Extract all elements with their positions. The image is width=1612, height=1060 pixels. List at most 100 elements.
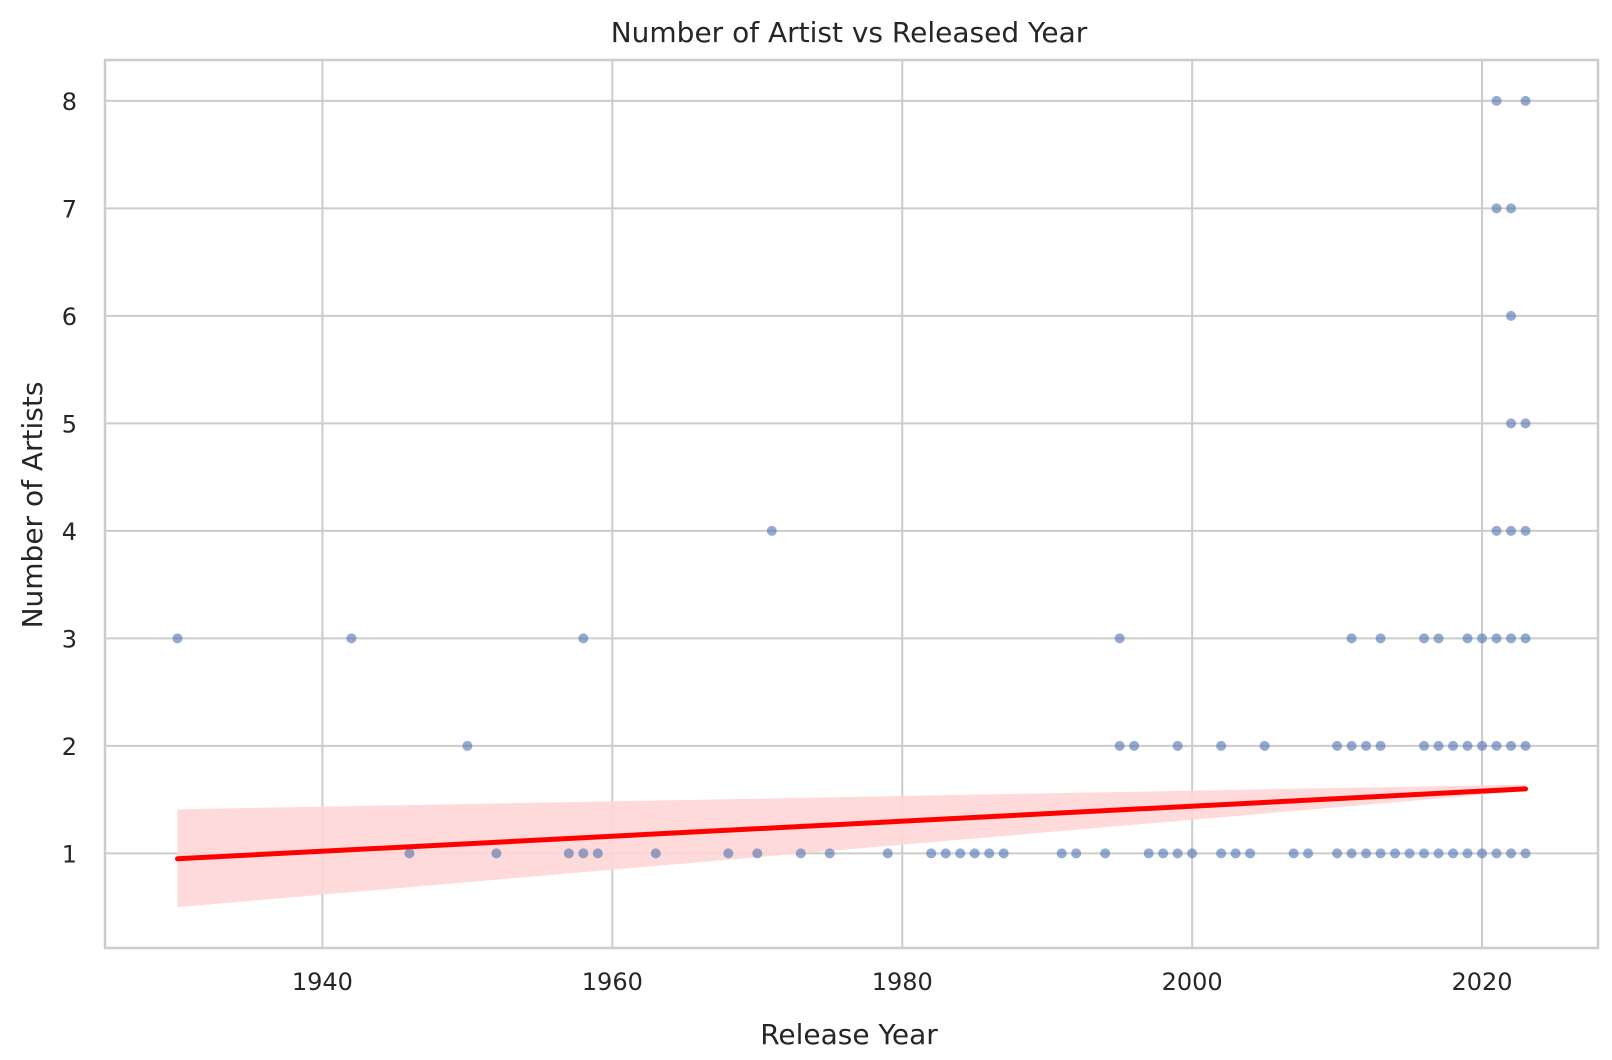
data-point [1491, 203, 1502, 214]
data-point [1332, 740, 1343, 751]
data-point [1419, 740, 1430, 751]
data-point [984, 848, 995, 859]
data-point [1216, 848, 1227, 859]
data-point [578, 848, 589, 859]
data-point [1477, 633, 1488, 644]
data-point [1477, 740, 1488, 751]
data-point [1477, 848, 1488, 859]
y-axis-label: Number of Artists [16, 382, 49, 629]
data-point [1419, 633, 1430, 644]
data-point [1506, 633, 1517, 644]
y-tick-label: 6 [62, 303, 77, 331]
data-point [592, 848, 603, 859]
data-point [1390, 848, 1401, 859]
data-point [491, 848, 502, 859]
data-point [1361, 848, 1372, 859]
data-point [940, 848, 951, 859]
data-point [1361, 740, 1372, 751]
data-point [650, 848, 661, 859]
data-point [1158, 848, 1169, 859]
data-point [1520, 418, 1531, 429]
y-tick-label: 5 [62, 410, 77, 438]
data-point [998, 848, 1009, 859]
data-point [1506, 525, 1517, 536]
data-point [1259, 740, 1270, 751]
data-point [1520, 848, 1531, 859]
confidence-band [177, 784, 1526, 908]
data-point [1506, 310, 1517, 321]
data-point [1491, 740, 1502, 751]
regression-line [174, 786, 1529, 862]
data-point [1462, 633, 1473, 644]
data-point [1491, 848, 1502, 859]
data-point [1433, 740, 1444, 751]
data-point [795, 848, 806, 859]
data-point [1419, 848, 1430, 859]
confidence-band-layer [177, 784, 1526, 908]
data-point [1346, 633, 1357, 644]
data-point [1448, 848, 1459, 859]
data-point [1346, 848, 1357, 859]
data-point [723, 848, 734, 859]
data-point [1375, 633, 1386, 644]
data-point [969, 848, 980, 859]
plot-frame [103, 58, 1600, 950]
y-tick-label: 2 [62, 733, 77, 761]
data-point [1462, 848, 1473, 859]
data-point [1346, 740, 1357, 751]
y-tick-label: 8 [62, 88, 77, 116]
data-point [1129, 740, 1140, 751]
data-point [1520, 740, 1531, 751]
data-point [1491, 525, 1502, 536]
data-point [1462, 740, 1473, 751]
data-point [172, 633, 183, 644]
data-point [1520, 525, 1531, 536]
data-point [1245, 848, 1256, 859]
regression-line-layer [174, 786, 1529, 862]
data-point [1491, 633, 1502, 644]
data-point [1404, 848, 1415, 859]
data-point [346, 633, 357, 644]
data-point [1230, 848, 1241, 859]
data-point [1172, 848, 1183, 859]
data-point [404, 848, 415, 859]
data-point [1100, 848, 1111, 859]
data-point [1114, 633, 1125, 644]
data-point [1448, 740, 1459, 751]
data-point [1288, 848, 1299, 859]
x-tick-label: 2020 [1451, 968, 1512, 996]
data-point [882, 848, 893, 859]
y-tick-label: 4 [62, 518, 77, 546]
data-point [462, 740, 473, 751]
y-tick-label: 3 [62, 625, 77, 653]
data-points [172, 95, 1531, 859]
data-point [1506, 418, 1517, 429]
data-point [1375, 740, 1386, 751]
x-tick-label: 1960 [582, 968, 643, 996]
data-point [1056, 848, 1067, 859]
data-point [1506, 740, 1517, 751]
x-tick-label: 1980 [872, 968, 933, 996]
data-point [1172, 740, 1183, 751]
y-tick-label: 1 [62, 840, 77, 868]
data-point [1375, 848, 1386, 859]
data-point [1520, 633, 1531, 644]
chart-title: Number of Artist vs Released Year [611, 16, 1088, 49]
data-point [1143, 848, 1154, 859]
data-point [1506, 848, 1517, 859]
data-point [1433, 633, 1444, 644]
data-point [926, 848, 937, 859]
data-point [1187, 848, 1198, 859]
data-point [1071, 848, 1082, 859]
data-point [824, 848, 835, 859]
data-point [1506, 203, 1517, 214]
data-point [1303, 848, 1314, 859]
data-point [955, 848, 966, 859]
data-point [563, 848, 574, 859]
data-point [1491, 95, 1502, 106]
tick-labels: 1940 1960 1980 2000 2020 1 2 3 4 5 6 7 8 [62, 88, 1513, 996]
data-point [1216, 740, 1227, 751]
data-point [578, 633, 589, 644]
